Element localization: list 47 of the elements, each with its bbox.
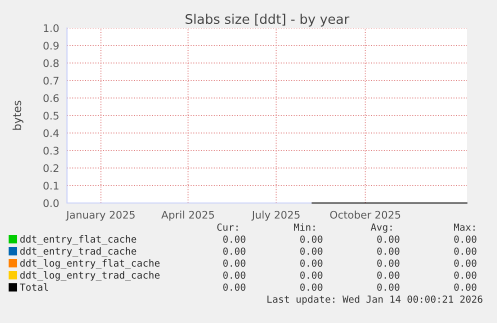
y-tick-label: 0.9: [43, 42, 59, 50]
y-tick-label: 0.4: [43, 129, 59, 138]
chart-title: Slabs size [ddt] - by year: [186, 14, 350, 27]
y-tick-label: 1.0: [44, 24, 59, 32]
legend-label: Total: [20, 283, 48, 291]
text: 0.00: [454, 271, 476, 279]
text: 0.00: [377, 235, 400, 243]
y-tick-label: 0.7: [43, 76, 58, 85]
text: Cur:: [217, 223, 238, 231]
text: 0.00: [377, 247, 400, 255]
y-tick-label: 0.5: [43, 112, 58, 120]
text: 0.00: [223, 259, 246, 267]
y-tick-label: 0.3: [43, 146, 59, 155]
text: Max:: [454, 224, 475, 231]
text: 0.00: [454, 283, 476, 291]
text: 0.00: [454, 247, 476, 255]
text: 0.00: [454, 235, 476, 243]
y-tick-label: 0.1: [43, 182, 58, 190]
text: 0.00: [300, 283, 322, 291]
text: 0.00: [454, 259, 476, 267]
x-tick-label: January 2025: [66, 210, 135, 221]
x-tick-label: July 2025: [251, 210, 300, 221]
y-tick-label: 0.8: [43, 59, 59, 68]
text: 0.00: [223, 283, 246, 291]
text: Last update: Wed Jan 14 00:00:21 2026: [267, 295, 482, 305]
legend-label: ddt_entry_flat_cache: [20, 235, 136, 245]
x-tick-label: April 2025: [161, 210, 214, 221]
text: 0.00: [377, 283, 400, 291]
text: 0.00: [377, 259, 400, 267]
text: 0.00: [300, 235, 322, 243]
legend-label: ddt_log_entry_trad_cache: [20, 271, 160, 281]
text: 0.00: [223, 235, 246, 243]
y-tick-label: 0.0: [43, 199, 59, 208]
text: 0.00: [377, 271, 400, 279]
y-axis-title: bytes: [12, 100, 24, 130]
text: 0.00: [223, 247, 246, 255]
y-tick-label: 0.2: [43, 164, 58, 172]
text: 0.00: [300, 271, 322, 279]
text: 0.00: [300, 259, 322, 267]
legend-label: ddt_entry_trad_cache: [20, 247, 136, 257]
x-tick-label: October 2025: [330, 210, 400, 219]
text: 0.00: [300, 247, 322, 255]
text: Min:: [294, 223, 315, 231]
y-tick-label: 0.6: [43, 94, 59, 102]
text: 0.00: [223, 271, 246, 279]
text: Avg:: [370, 224, 392, 233]
legend-label: ddt_log_entry_flat_cache: [20, 259, 160, 269]
